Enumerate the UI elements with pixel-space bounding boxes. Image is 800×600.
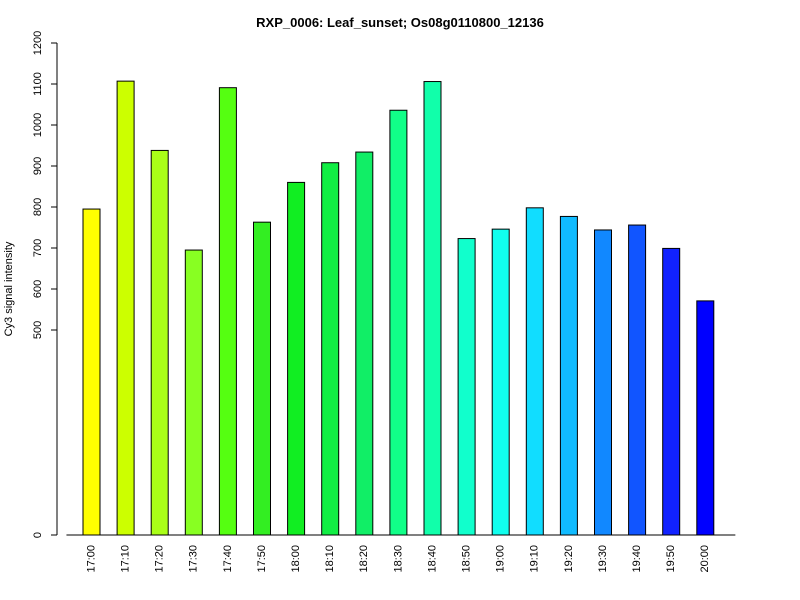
x-tick-label: 18:10 [324,545,336,573]
bar [287,181,306,536]
x-tick-label: 18:40 [426,545,438,573]
bar [184,249,203,536]
x-tick-label: 17:20 [154,545,166,573]
bar [594,229,612,536]
y-tick-label: 600 [32,280,44,298]
bar [559,215,578,536]
x-tick-labels: 17:00 17:10 17:20 17:30 17:40 17:50 18:00 18:10… [85,545,711,573]
bar [253,221,271,536]
y-tick-label: 900 [32,157,44,175]
bar [321,162,340,536]
x-tick-label: 18:00 [290,545,302,573]
bar [355,151,374,536]
y-tick-label: 1000 [32,113,44,137]
x-tick-label: 19:40 [631,545,643,573]
y-axis-label: Cy3 signal intensity [3,241,15,336]
x-tick-label: 20:00 [699,545,711,573]
x-tick-label: 18:30 [392,545,404,573]
x-tick-label: 18:50 [461,545,473,573]
y-tick-label: 800 [32,198,44,216]
bars [82,80,715,536]
bar [525,207,544,536]
bar [218,87,237,536]
x-tick-label: 19:50 [665,545,677,573]
x-tick-label: 17:10 [120,545,132,573]
chart-title: RXP_0006: Leaf_sunset; Os08g0110800_1213… [256,15,544,30]
x-tick-label: 19:00 [495,545,507,573]
bar [457,238,476,536]
bar [423,81,442,536]
y-tick-label: 0 [32,532,44,538]
y-tick-label: 700 [32,239,44,257]
bar [662,247,681,536]
bar [389,109,408,536]
y-tick-label: 500 [32,321,44,339]
x-tick-label: 19:10 [529,545,541,573]
x-tick-label: 17:40 [222,545,234,573]
y-tick-label: 1200 [32,31,44,55]
x-tick-label: 19:20 [563,545,575,573]
x-tick-label: 17:00 [85,545,97,573]
bar [696,300,715,536]
bar [82,208,101,536]
x-tick-label: 17:50 [256,545,268,573]
x-tick-label: 19:30 [597,545,609,573]
bar [150,149,169,536]
y-tick-label: 1100 [32,72,44,96]
y-tick-labels: 0 500 600 700 800 900 1000 1100 1200 [32,31,57,538]
x-tick-label: 17:30 [188,545,200,573]
x-tick-label: 18:20 [358,545,370,573]
bar [628,224,647,536]
bar [116,80,135,536]
bar [491,228,510,536]
